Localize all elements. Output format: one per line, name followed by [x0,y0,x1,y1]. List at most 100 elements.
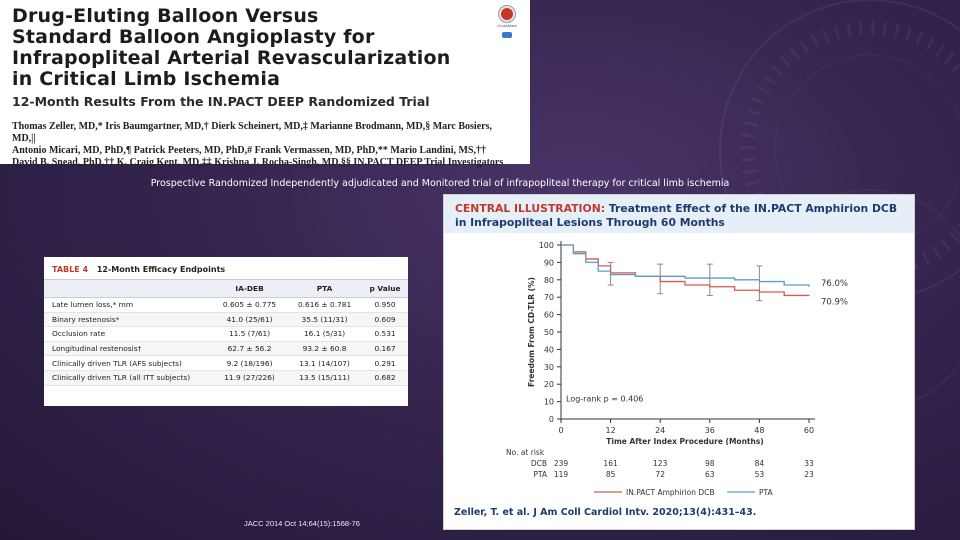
tag-icon [502,32,512,38]
y-tick-label: 80 [544,276,554,285]
y-tick-label: 40 [544,345,554,354]
x-tick-label: 12 [606,426,616,435]
table-row: Late lumen loss,* mm 0.605 ± 0.775 0.616… [44,297,408,313]
article-title-card: Drug-Eluting Balloon Versus Standard Bal… [0,0,530,168]
table-number: TABLE 4 [52,265,89,274]
table-header-row: IA-DEB PTA p Value [44,279,408,298]
pta-end-label: 76.0% [821,279,848,289]
at-risk-value: 84 [755,459,765,468]
at-risk-value: 119 [554,470,569,479]
table-cell: 0.167 [362,341,408,357]
at-risk-value: 98 [705,459,715,468]
efficacy-table-card: TABLE 4 12-Month Efficacy Endpoints IA-D… [44,257,408,406]
author-line: Thomas Zeller, MD,* Iris Baumgartner, MD… [12,121,492,144]
y-tick-label: 70 [544,293,554,302]
pta-series-line [561,244,810,287]
table-cell: 93.2 ± 60.8 [287,341,363,357]
table-cell: 0.531 [362,326,408,342]
table-row: Longitudinal restenosis† 62.7 ± 56.2 93.… [44,341,408,357]
at-risk-value: 239 [554,459,569,468]
journal-citation: JACC 2014 Oct 14;64(15):1568-76 [244,519,360,528]
central-illustration-title: Treatment Effect of the IN.PACT Amphirio… [608,202,898,215]
central-illustration-heading: CENTRAL ILLUSTRATION: Treatment Effect o… [444,195,914,233]
x-tick-label: 36 [705,426,715,435]
table-cell: 0.609 [362,312,408,328]
y-tick-label: 90 [544,258,554,267]
table-cell: 35.5 (11/31) [287,312,363,328]
table-row: Binary restenosis* 41.0 (25/61) 35.5 (11… [44,312,408,328]
at-risk-value: 33 [804,459,814,468]
article-title-line: Infrapopliteal Arterial Revascularizatio… [12,47,451,69]
table-cell: 9.2 (18/196) [212,355,288,371]
article-title: Drug-Eluting Balloon Versus Standard Bal… [12,6,520,90]
table-row: Occlusion rate 11.5 (7/61) 16.1 (5/31) 0… [44,326,408,342]
y-tick-label: 10 [544,398,554,407]
column-header: PTA [287,279,363,298]
table-cell: Clinically driven TLR (AFS subjects) [44,355,212,371]
author-line: Antonio Micari, MD, PhD,¶ Patrick Peeter… [12,145,486,156]
y-axis-label: Freedom From CD-TLR (%) [527,277,536,387]
column-header: IA-DEB [212,279,288,298]
at-risk-value: 63 [705,470,715,479]
table-cell: 0.605 ± 0.775 [212,297,288,313]
crossmark-icon [499,6,515,22]
table-cell: Longitudinal restenosis† [44,341,212,357]
y-tick-label: 30 [544,363,554,372]
table-name: 12-Month Efficacy Endpoints [96,265,226,274]
y-tick-label: 0 [549,415,554,424]
crossmark-badge[interactable]: CrossMark [494,6,520,40]
author-line: David B. Snead, PhD,†† K. Craig Kent, MD… [12,157,504,168]
table-cell: 13.5 (15/111) [287,370,363,386]
table-cell: 0.291 [362,355,408,371]
at-risk-value: 85 [606,470,616,479]
central-illustration-label: CENTRAL ILLUSTRATION: [455,202,606,215]
central-illustration-card: 0 10 20 30 40 50 60 70 80 90 100 0 12 24 36 48 60 Time Af… [443,194,915,530]
legend-label-pta: PTA [759,488,774,497]
table-cell: 16.1 (5/31) [287,326,363,342]
efficacy-table: IA-DEB PTA p Value Late lumen loss,* mm … [44,279,408,386]
column-header [44,279,212,298]
table-cell: 0.682 [362,370,408,386]
at-risk-value: 161 [603,459,618,468]
table-row: Clinically driven TLR (AFS subjects) 9.2… [44,355,408,371]
legend-label-dcb: IN.PACT Amphirion DCB [626,488,715,497]
central-illustration-footer: Zeller, T. et al. J Am Coll Cardiol Intv… [454,507,757,518]
table-cell: Binary restenosis* [44,312,212,328]
x-tick-label: 0 [558,426,563,435]
log-rank-annotation: Log-rank p = 0.406 [566,395,643,404]
at-risk-value: 53 [755,470,765,479]
article-title-line: Standard Balloon Angioplasty for [12,26,375,48]
at-risk-value: 23 [804,470,814,479]
table-cell: 13.1 (14/107) [287,355,363,371]
table-cell: 62.7 ± 56.2 [212,341,288,357]
table-cell: 41.0 (25/61) [212,312,288,328]
table-cell: 11.9 (27/226) [212,370,288,386]
y-tick-label: 60 [544,311,554,320]
table-cell: 0.950 [362,297,408,313]
table-cell: Occlusion rate [44,326,212,342]
table-row: Clinically driven TLR (all ITT subjects)… [44,370,408,386]
table-caption: TABLE 4 12-Month Efficacy Endpoints [44,257,408,279]
table-cell: 11.5 (7/61) [212,326,288,342]
kaplan-meier-chart: 0 10 20 30 40 50 60 70 80 90 100 0 12 24 36 48 60 Time Af… [506,241,848,497]
table-cell: Clinically driven TLR (all ITT subjects) [44,370,212,386]
x-axis-label: Time After Index Procedure (Months) [606,437,763,446]
at-risk-value: 123 [653,459,668,468]
table-cell: 0.616 ± 0.781 [287,297,363,313]
column-header: p Value [362,279,408,298]
y-tick-label: 100 [539,241,554,250]
article-title-line: Drug-Eluting Balloon Versus [12,5,319,27]
at-risk-row-label: DCB [531,459,547,468]
x-tick-label: 48 [754,426,764,435]
dcb-end-label: 70.9% [821,298,848,308]
table-cell: Late lumen loss,* mm [44,297,212,313]
author-list: Thomas Zeller, MD,* Iris Baumgartner, MD… [12,121,517,169]
x-tick-label: 60 [804,426,814,435]
y-tick-label: 20 [544,380,554,389]
article-title-line: in Critical Limb Ischemia [12,68,281,90]
at-risk-row-label: PTA [533,470,548,479]
at-risk-value: 72 [655,470,665,479]
crossmark-label: CrossMark [497,23,517,28]
central-illustration-title-line2: in Infrapopliteal Lesions Through 60 Mon… [455,216,725,229]
slide-tagline: Prospective Randomized Independently adj… [150,178,730,189]
